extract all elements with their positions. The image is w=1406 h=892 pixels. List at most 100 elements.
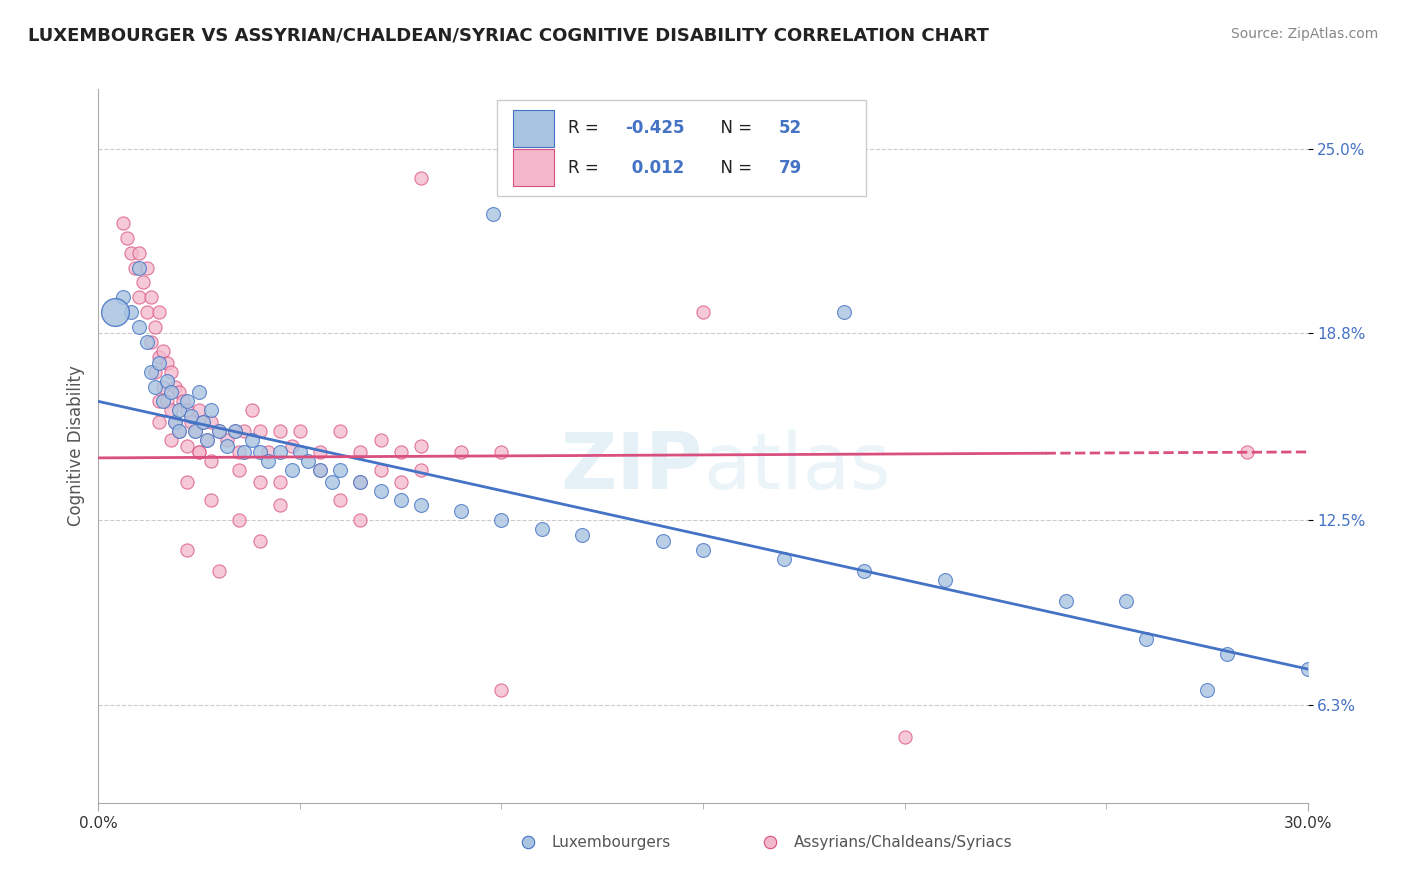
Point xyxy=(139,290,162,304)
Point xyxy=(530,522,553,536)
Point xyxy=(167,403,190,417)
Point xyxy=(249,534,271,549)
Point xyxy=(128,320,150,334)
Text: Source: ZipAtlas.com: Source: ZipAtlas.com xyxy=(1230,27,1378,41)
Point xyxy=(208,424,231,438)
Point xyxy=(163,379,186,393)
Point xyxy=(152,343,174,358)
Point xyxy=(389,475,412,489)
Point xyxy=(172,394,194,409)
Point xyxy=(195,433,218,447)
Point xyxy=(148,350,170,364)
Point xyxy=(156,374,179,388)
Point xyxy=(152,379,174,393)
Point xyxy=(389,445,412,459)
Point xyxy=(450,445,472,459)
Point xyxy=(297,454,319,468)
Text: 0.012: 0.012 xyxy=(626,159,683,177)
Point xyxy=(188,403,211,417)
Point xyxy=(132,276,155,290)
Point xyxy=(128,260,150,275)
Point xyxy=(200,454,222,468)
FancyBboxPatch shape xyxy=(498,100,866,196)
Point xyxy=(329,492,352,507)
Point xyxy=(124,260,146,275)
Point xyxy=(128,290,150,304)
Point xyxy=(240,403,263,417)
Point xyxy=(160,403,183,417)
Point xyxy=(692,305,714,319)
Point xyxy=(692,543,714,558)
Point xyxy=(176,475,198,489)
Point xyxy=(217,433,239,447)
Point xyxy=(176,543,198,558)
Point xyxy=(115,231,138,245)
Point xyxy=(409,171,432,186)
Point xyxy=(409,499,432,513)
Point xyxy=(269,445,291,459)
Point xyxy=(832,305,855,319)
Point xyxy=(1236,445,1258,459)
Point xyxy=(349,475,371,489)
Point xyxy=(200,492,222,507)
Point xyxy=(163,415,186,429)
Point xyxy=(217,439,239,453)
Point xyxy=(1296,662,1319,676)
Point xyxy=(249,475,271,489)
Point xyxy=(389,492,412,507)
Point xyxy=(148,305,170,319)
Point xyxy=(176,439,198,453)
Text: Luxembourgers: Luxembourgers xyxy=(551,835,671,849)
Point xyxy=(934,573,956,587)
Text: 79: 79 xyxy=(779,159,803,177)
Point xyxy=(184,424,207,438)
Point xyxy=(188,445,211,459)
Point xyxy=(139,365,162,379)
Point xyxy=(772,552,794,566)
Text: R =: R = xyxy=(568,159,603,177)
Point xyxy=(208,424,231,438)
Point xyxy=(232,445,254,459)
Point xyxy=(200,403,222,417)
Text: R =: R = xyxy=(568,120,603,137)
Point xyxy=(193,415,215,429)
Point xyxy=(1054,593,1077,607)
Point xyxy=(491,513,513,527)
Point xyxy=(281,463,304,477)
Point xyxy=(120,245,142,260)
Point xyxy=(491,682,513,697)
Point xyxy=(152,394,174,409)
Point xyxy=(256,454,278,468)
Point xyxy=(103,305,125,319)
Point xyxy=(176,403,198,417)
Point xyxy=(167,424,190,438)
Text: LUXEMBOURGER VS ASSYRIAN/CHALDEAN/SYRIAC COGNITIVE DISABILITY CORRELATION CHART: LUXEMBOURGER VS ASSYRIAN/CHALDEAN/SYRIAC… xyxy=(28,27,988,45)
Text: ZIP: ZIP xyxy=(561,429,703,506)
Point xyxy=(232,424,254,438)
Point xyxy=(249,424,271,438)
Text: -0.425: -0.425 xyxy=(626,120,685,137)
Point xyxy=(143,365,166,379)
Point xyxy=(228,445,250,459)
Point xyxy=(249,445,271,459)
Point xyxy=(176,394,198,409)
Point xyxy=(148,415,170,429)
Text: atlas: atlas xyxy=(703,429,890,506)
Point xyxy=(139,334,162,349)
Point xyxy=(409,439,432,453)
Point xyxy=(571,528,593,542)
Point xyxy=(370,433,392,447)
Point xyxy=(491,445,513,459)
Point xyxy=(281,439,304,453)
Point xyxy=(156,394,179,409)
Point xyxy=(1135,632,1157,647)
Point xyxy=(450,504,472,518)
Text: N =: N = xyxy=(710,159,758,177)
Point xyxy=(160,433,183,447)
Point xyxy=(184,424,207,438)
Point xyxy=(370,483,392,498)
Point xyxy=(128,245,150,260)
Point xyxy=(135,260,157,275)
Point xyxy=(160,385,183,400)
Point xyxy=(853,564,876,578)
